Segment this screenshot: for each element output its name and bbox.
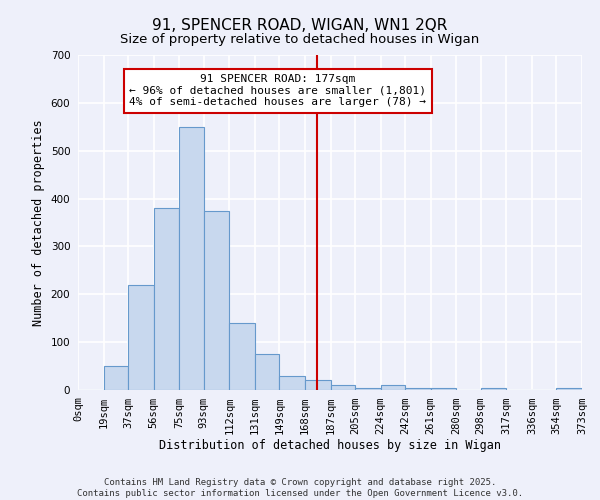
Bar: [556, 388, 582, 390]
Bar: [431, 388, 457, 390]
Bar: [405, 388, 431, 390]
Text: Contains HM Land Registry data © Crown copyright and database right 2025.
Contai: Contains HM Land Registry data © Crown c…: [77, 478, 523, 498]
Bar: [154, 208, 179, 390]
Bar: [255, 354, 280, 390]
Bar: [203, 210, 229, 390]
Bar: [355, 388, 380, 390]
Bar: [305, 380, 331, 390]
Bar: [128, 284, 154, 390]
Text: 91 SPENCER ROAD: 177sqm
← 96% of detached houses are smaller (1,801)
4% of semi-: 91 SPENCER ROAD: 177sqm ← 96% of detache…: [130, 74, 427, 108]
Bar: [104, 366, 128, 390]
Bar: [481, 388, 506, 390]
X-axis label: Distribution of detached houses by size in Wigan: Distribution of detached houses by size …: [159, 440, 501, 452]
Bar: [280, 376, 305, 390]
Bar: [229, 323, 255, 390]
Bar: [380, 385, 405, 390]
Text: Size of property relative to detached houses in Wigan: Size of property relative to detached ho…: [121, 32, 479, 46]
Bar: [179, 127, 203, 390]
Bar: [331, 385, 355, 390]
Y-axis label: Number of detached properties: Number of detached properties: [32, 119, 45, 326]
Text: 91, SPENCER ROAD, WIGAN, WN1 2QR: 91, SPENCER ROAD, WIGAN, WN1 2QR: [152, 18, 448, 32]
